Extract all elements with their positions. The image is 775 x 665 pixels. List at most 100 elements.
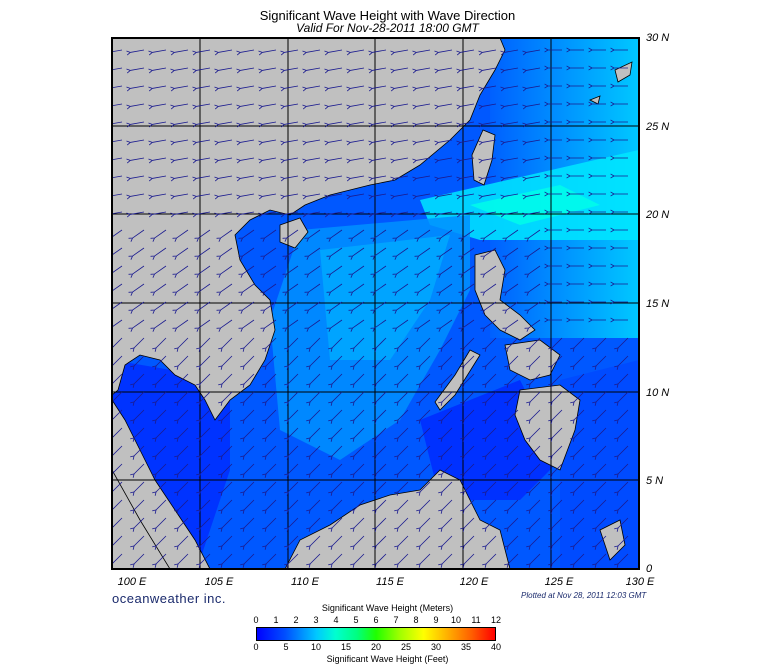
wave-arrow <box>610 317 628 323</box>
wave-arrow <box>526 499 541 514</box>
wave-arrow <box>346 121 365 128</box>
wave-arrow <box>112 121 123 125</box>
wave-arrow <box>548 517 563 532</box>
wave-arrow <box>236 49 255 56</box>
wave-arrow <box>174 373 189 388</box>
wave-arrow <box>610 83 628 89</box>
wave-arrow <box>416 391 431 406</box>
wave-arrow <box>588 191 606 197</box>
wave-arrow <box>280 67 299 74</box>
wave-arrow <box>218 391 233 406</box>
wave-arrow <box>526 391 541 406</box>
wave-arrow <box>390 103 409 110</box>
feet-tick: 0 <box>253 642 259 652</box>
wave-arrow <box>570 517 585 532</box>
wave-arrow <box>258 157 277 164</box>
wave-arrow <box>522 175 541 182</box>
wave-arrow <box>394 445 409 460</box>
wave-arrow <box>526 355 541 370</box>
wave-arrow <box>544 245 562 251</box>
wave-arrow <box>216 265 233 278</box>
meters-tick: 1 <box>273 615 279 625</box>
meters-tick: 10 <box>450 615 462 625</box>
wave-arrow <box>174 535 189 550</box>
wave-arrow <box>570 553 585 568</box>
wave-arrow <box>214 211 233 218</box>
wave-arrow <box>130 391 145 406</box>
wave-arrow <box>524 229 541 242</box>
wave-arrow <box>214 121 233 128</box>
wave-arrow <box>522 49 541 56</box>
wave-arrow <box>592 553 607 568</box>
wave-arrow <box>436 265 453 278</box>
wave-arrow <box>324 67 343 74</box>
wave-arrow <box>412 193 431 200</box>
wave-arrow <box>236 103 255 110</box>
wave-arrow <box>170 157 189 164</box>
wave-arrow <box>524 319 541 332</box>
wave-arrow <box>260 301 277 314</box>
wave-arrow <box>566 137 584 143</box>
wave-arrow <box>306 391 321 406</box>
lat-label-5n: 5 N <box>646 475 664 487</box>
feet-tick: 40 <box>490 642 502 652</box>
wave-arrow <box>610 119 628 125</box>
wave-arrow <box>588 299 606 305</box>
lon-label-120e: 120 E <box>459 576 489 588</box>
wave-arrow <box>478 193 497 200</box>
wave-arrow <box>218 373 233 388</box>
wave-arrow <box>238 319 255 332</box>
wave-arrow <box>524 301 541 314</box>
wave-arrow <box>236 193 255 200</box>
wave-arrow <box>414 229 431 242</box>
wave-arrow <box>504 463 519 478</box>
wave-arrow <box>544 227 562 233</box>
wave-arrow <box>196 337 211 352</box>
wave-arrow <box>280 103 299 110</box>
wave-arrow <box>130 535 145 550</box>
wave-arrow <box>218 427 233 442</box>
wave-arrow <box>482 499 497 514</box>
wave-arrow <box>192 139 211 146</box>
wave-arrow <box>236 67 255 74</box>
wave-arrow <box>346 67 365 74</box>
wave-arrow <box>412 67 431 74</box>
wave-arrow <box>544 317 562 323</box>
wave-arrow <box>350 373 365 388</box>
wave-arrow <box>544 119 562 125</box>
wave-arrow <box>566 101 584 107</box>
wave-arrow <box>350 481 365 496</box>
wave-arrow <box>112 211 123 215</box>
wave-arrow <box>128 319 145 332</box>
wave-arrow <box>588 101 606 107</box>
wave-arrow <box>150 247 167 260</box>
wave-arrow <box>280 175 299 182</box>
wave-arrow <box>328 373 343 388</box>
wave-arrow <box>262 391 277 406</box>
wave-arrow <box>414 283 431 296</box>
wave-arrow <box>350 355 365 370</box>
wave-arrow <box>570 409 585 424</box>
wave-arrow <box>370 265 387 278</box>
wave-arrow <box>306 535 321 550</box>
wave-arrow <box>456 175 475 182</box>
wave-arrow <box>368 67 387 74</box>
wave-arrow <box>544 299 562 305</box>
wave-arrow <box>262 355 277 370</box>
wave-arrow <box>522 67 541 74</box>
wave-arrow <box>326 247 343 260</box>
wave-arrow <box>500 175 519 182</box>
wave-arrow <box>478 157 497 164</box>
wave-arrow <box>610 65 628 71</box>
wave-arrow <box>148 175 167 182</box>
wave-arrow <box>350 553 365 568</box>
wave-arrow <box>502 283 519 296</box>
wave-arrow <box>350 337 365 352</box>
wave-arrow <box>368 175 387 182</box>
wave-arrow <box>174 517 189 532</box>
wave-arrow <box>372 517 387 532</box>
wave-arrow <box>218 535 233 550</box>
wave-arrow <box>280 49 299 56</box>
wave-arrow <box>392 229 409 242</box>
wave-arrow <box>482 553 497 568</box>
